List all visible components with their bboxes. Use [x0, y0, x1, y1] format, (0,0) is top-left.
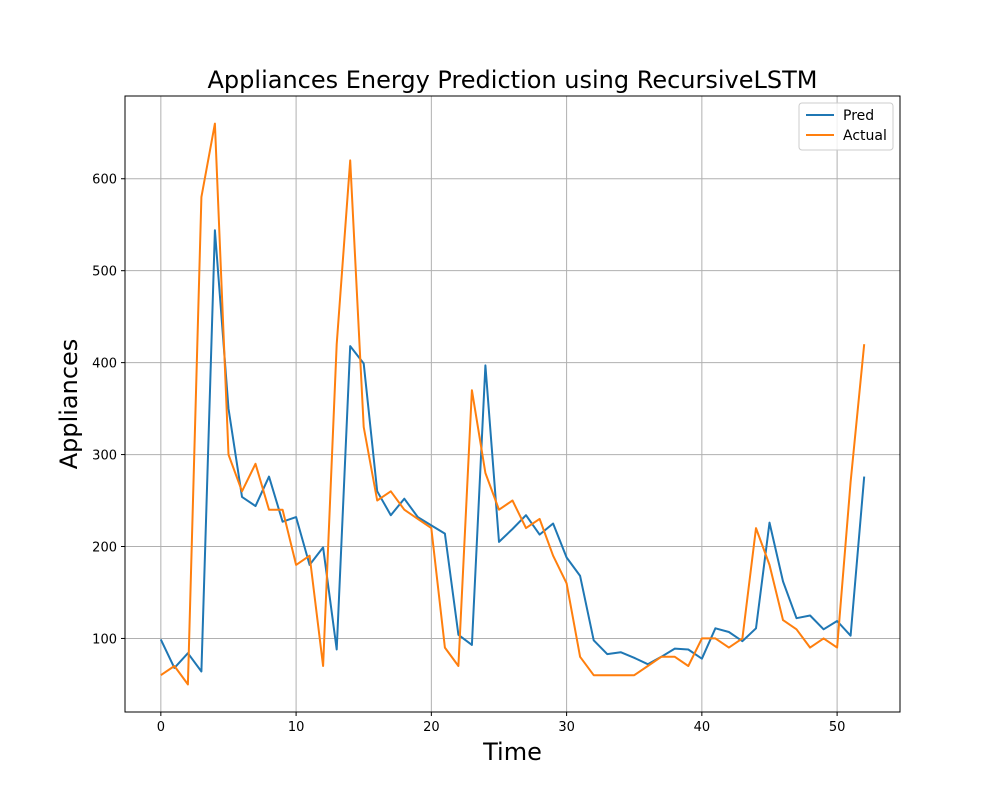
- x-axis-label: Time: [482, 738, 542, 766]
- x-tick-label: 0: [157, 720, 165, 735]
- y-tick-label: 300: [92, 449, 117, 464]
- y-tick-label: 100: [92, 632, 117, 647]
- series-line-pred: [159, 229, 866, 673]
- plot-frame: [124, 95, 901, 713]
- y-tick-label: 500: [92, 265, 117, 280]
- y-axis-label: Appliances: [55, 339, 83, 470]
- y-tick-label: 600: [92, 173, 117, 188]
- x-tick-label: 20: [423, 720, 440, 735]
- x-tick-label: 40: [694, 720, 711, 735]
- plot-background: [125, 96, 900, 712]
- x-tick-label: 10: [288, 720, 305, 735]
- y-tick-label: 200: [92, 541, 117, 556]
- series-line-actual: [160, 122, 866, 686]
- axis-ticks: 0 10 20 30 40 50 100 200 300 400 500 600: [92, 173, 845, 735]
- legend: Pred Actual: [798, 102, 894, 151]
- series-lines: [159, 122, 866, 686]
- chart-title: Appliances Energy Prediction using Recur…: [208, 66, 818, 94]
- y-tick-label: 400: [92, 357, 117, 372]
- legend-label-actual: Actual: [843, 128, 887, 144]
- grid-lines: [125, 96, 900, 712]
- legend-label-pred: Pred: [843, 108, 874, 124]
- x-tick-label: 30: [558, 720, 575, 735]
- x-tick-label: 50: [829, 720, 846, 735]
